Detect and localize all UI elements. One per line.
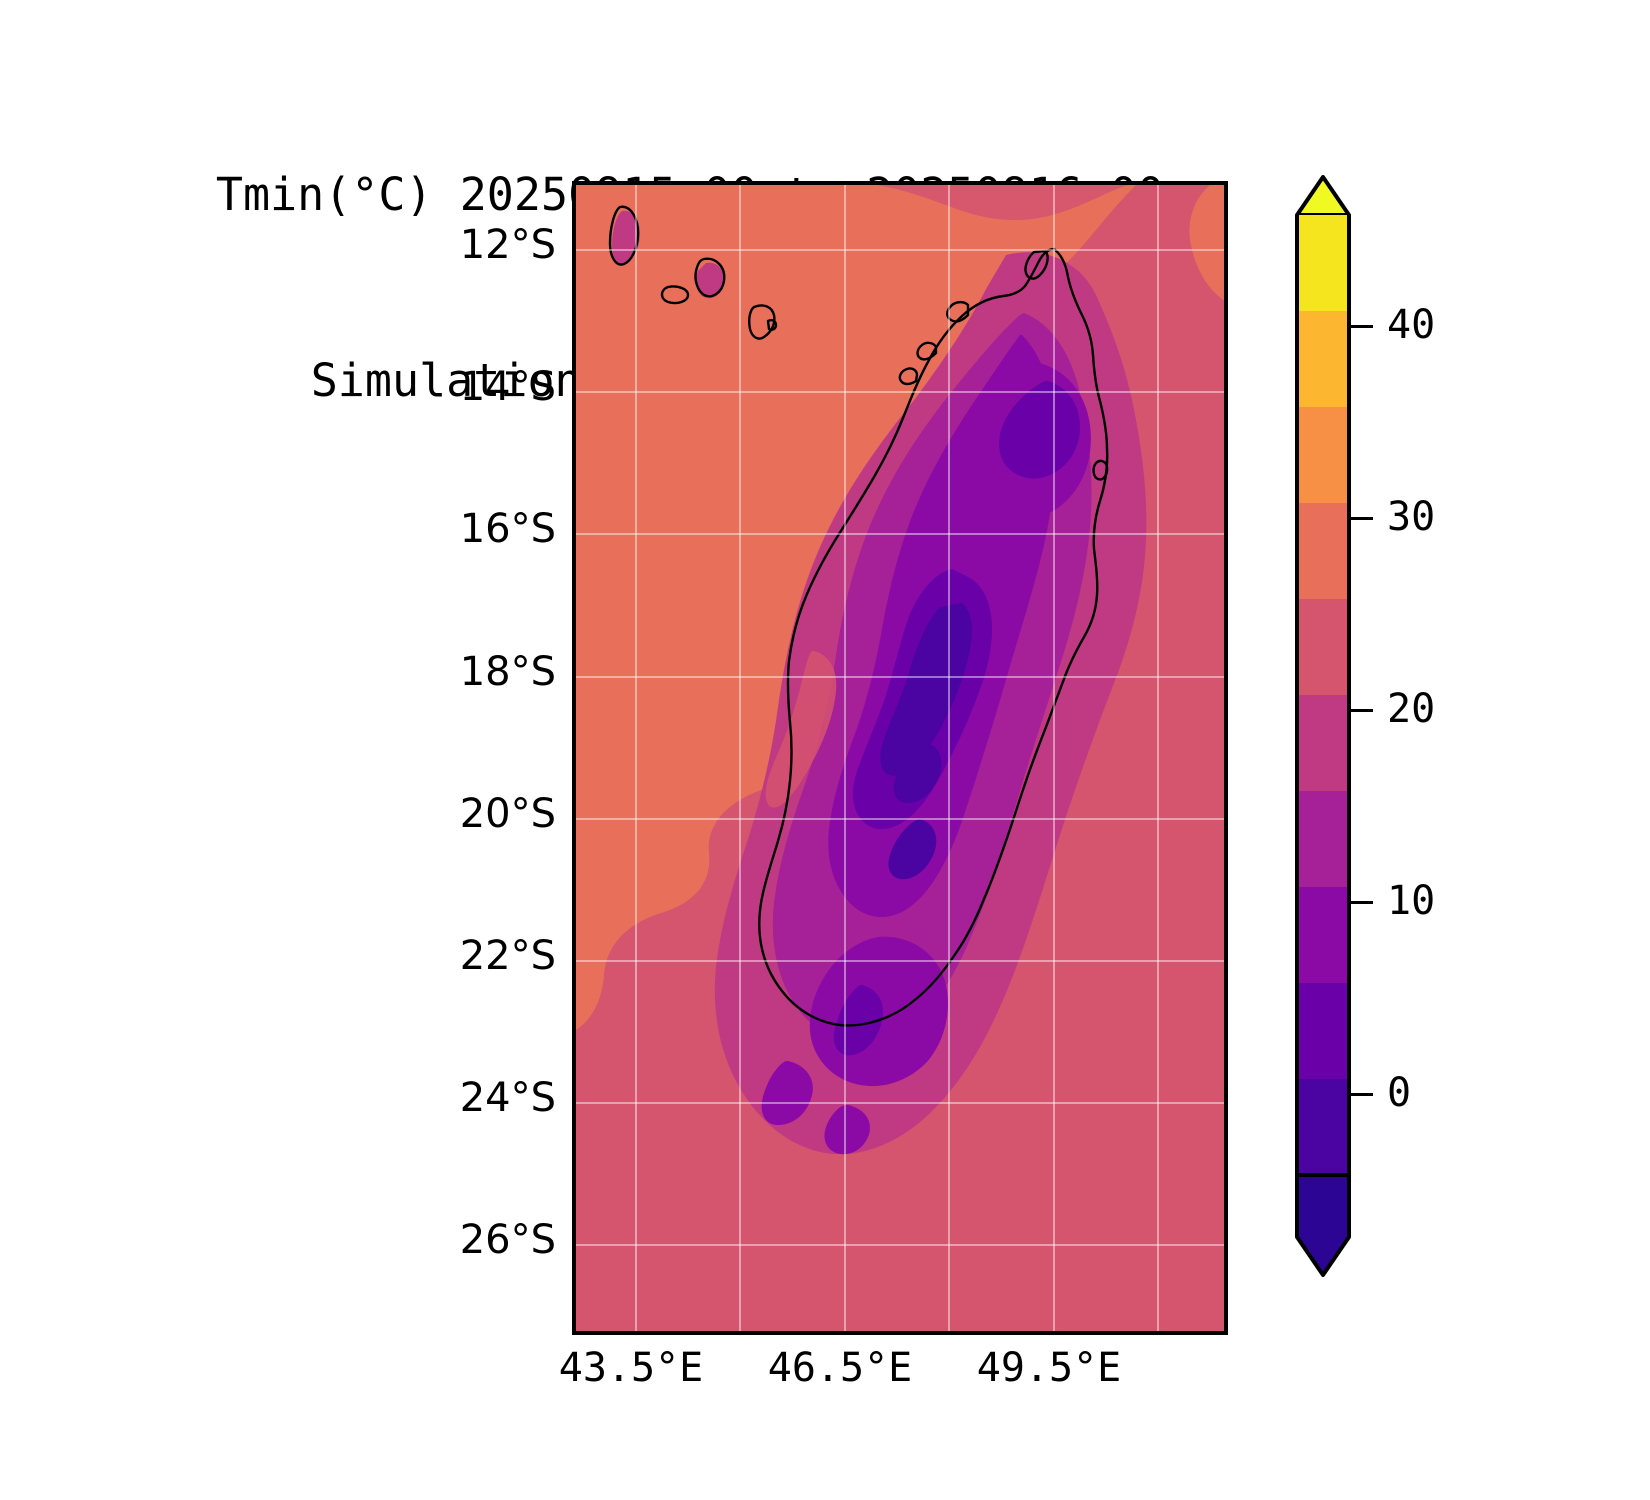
colorbar-tick-10	[1351, 901, 1373, 904]
contour-fill-svg	[576, 185, 1224, 1331]
colorbar-tick-40	[1351, 325, 1373, 328]
colorbar-label-10: 10	[1387, 878, 1436, 924]
colorbar-under-arrow	[1295, 1173, 1351, 1277]
colorbar-tick-0	[1351, 1093, 1373, 1096]
ytick-label-16s: 16°S	[459, 506, 556, 552]
colorbar-label-40: 40	[1387, 302, 1436, 348]
ytick-label-22s: 22°S	[459, 933, 556, 979]
xtick-label-43-5e: 43.5°E	[558, 1345, 704, 1391]
temperature-field	[576, 185, 1224, 1331]
ytick-label-12s: 12°S	[459, 222, 556, 268]
colorbar-tick-30	[1351, 517, 1373, 520]
xtick-label-46-5e: 46.5°E	[767, 1345, 913, 1391]
colorbar-label-0: 0	[1387, 1070, 1412, 1116]
colorbar-label-30: 30	[1387, 494, 1436, 540]
colorbar-tick-20	[1351, 709, 1373, 712]
colorbar-svg	[1295, 175, 1351, 1277]
colorbar-label-20: 20	[1387, 686, 1436, 732]
ytick-label-24s: 24°S	[459, 1075, 556, 1121]
colorbar-over-arrow	[1295, 175, 1351, 217]
ytick-label-14s: 14°S	[459, 364, 556, 410]
ytick-label-20s: 20°S	[459, 791, 556, 837]
ytick-label-18s: 18°S	[459, 649, 556, 695]
colorbar: 40 30 20 10 0	[1295, 175, 1435, 1280]
xtick-label-49-5e: 49.5°E	[976, 1345, 1122, 1391]
map-axes	[572, 181, 1228, 1335]
ytick-label-26s: 26°S	[459, 1217, 556, 1263]
